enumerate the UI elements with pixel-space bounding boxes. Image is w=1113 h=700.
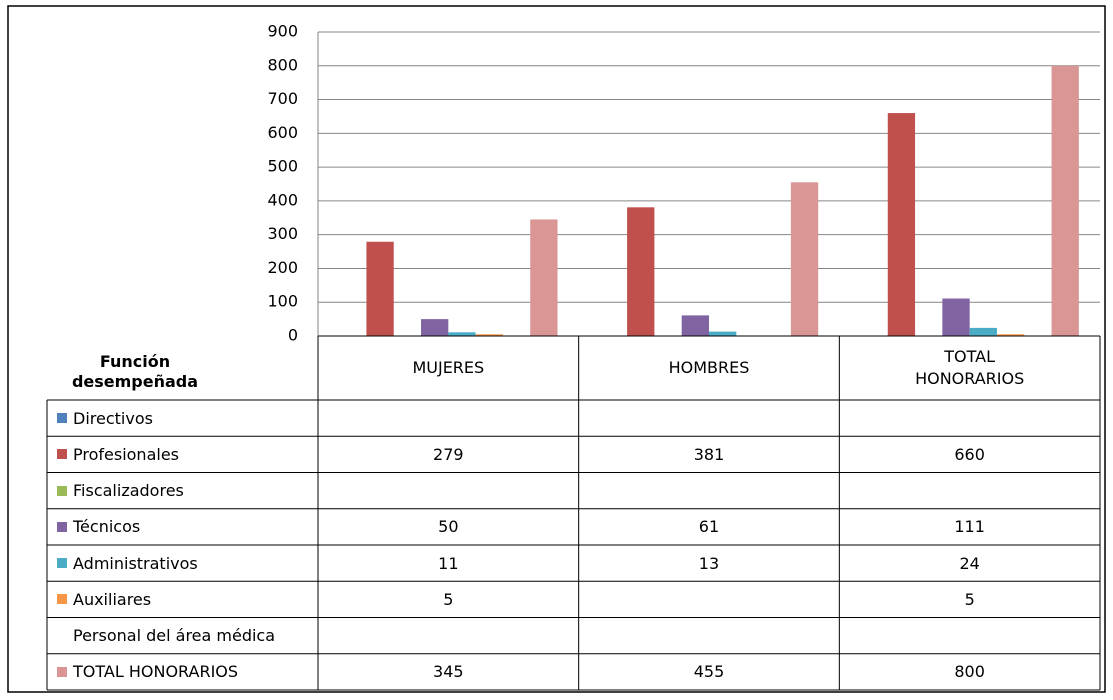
legend-swatch — [57, 413, 67, 424]
bar — [627, 207, 655, 336]
legend-swatch — [57, 485, 67, 496]
legend-label: Directivos — [73, 408, 153, 428]
bar — [448, 332, 476, 336]
y-tick-label: 400 — [267, 190, 298, 209]
table-value: 660 — [954, 444, 985, 464]
legend-swatch — [57, 558, 67, 569]
bar — [969, 327, 997, 336]
bar — [366, 241, 394, 336]
bar — [996, 334, 1025, 336]
category-label: TOTAL HONORARIOS — [915, 347, 1025, 388]
table-value: 455 — [693, 662, 725, 682]
y-tick-label: 800 — [267, 55, 298, 74]
category-label: MUJERES — [412, 358, 485, 377]
bar — [530, 219, 558, 336]
table-value: 5 — [443, 589, 454, 609]
y-tick-label: 500 — [267, 157, 298, 176]
y-tick-label: 0 — [288, 326, 298, 345]
legend-label: Fiscalizadores — [73, 481, 184, 501]
table-value: 111 — [954, 517, 985, 537]
table-value: 279 — [433, 444, 464, 464]
y-tick-label: 900 — [267, 22, 298, 41]
bar — [942, 298, 970, 336]
y-tick-label: 600 — [267, 123, 298, 142]
y-tick-label: 100 — [267, 292, 298, 311]
bar — [887, 113, 916, 336]
bar — [790, 182, 819, 336]
table-value: 50 — [438, 517, 459, 537]
frame — [7, 5, 1106, 693]
legend-swatch — [57, 449, 67, 460]
legend-swatch — [57, 521, 67, 532]
y-tick-label: 200 — [267, 258, 298, 277]
bar — [709, 331, 737, 336]
legend-label: TOTAL HONORARIOS — [73, 662, 239, 682]
table-value: 345 — [433, 662, 464, 682]
table-value: 5 — [964, 589, 975, 609]
legend-swatch — [57, 666, 67, 677]
bar — [421, 319, 449, 336]
bar — [681, 315, 709, 336]
bar — [475, 334, 503, 336]
table-value: 11 — [438, 553, 459, 573]
legend-label: Profesionales — [73, 444, 179, 464]
y-tick-label: 300 — [267, 224, 298, 243]
legend-label: Personal del área médica — [73, 626, 276, 646]
legend-label: Administrativos — [73, 553, 198, 573]
legend-label: Auxiliares — [73, 589, 152, 609]
table-value: 24 — [959, 553, 980, 573]
axis-label: Función desempeñada — [71, 352, 199, 391]
y-tick-label: 700 — [267, 89, 298, 108]
legend-swatch — [57, 594, 67, 605]
table-value: 61 — [698, 517, 720, 537]
table-value: 800 — [954, 662, 985, 682]
table-value: 381 — [693, 444, 725, 464]
table-value: 13 — [698, 553, 720, 573]
bar — [1051, 65, 1079, 337]
category-label: HOMBRES — [668, 358, 750, 377]
legend-label: Técnicos — [73, 517, 141, 537]
